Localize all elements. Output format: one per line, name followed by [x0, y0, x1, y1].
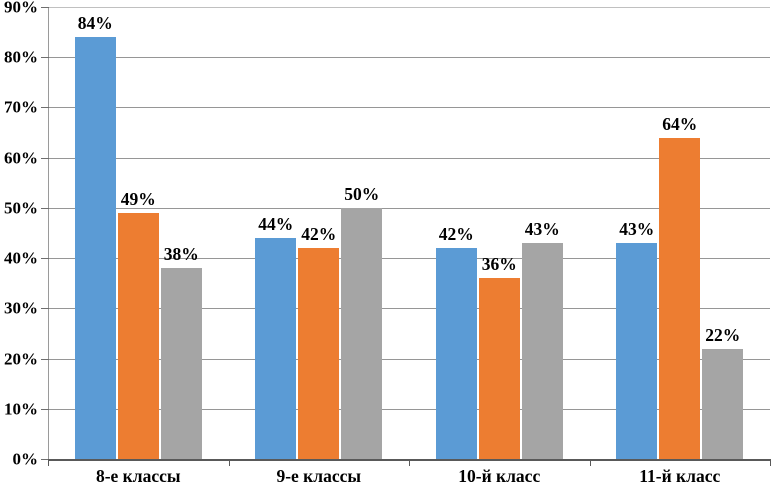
- x-axis-tick: [228, 459, 230, 466]
- category-label: 11-й класс: [639, 466, 721, 486]
- y-axis-line: [48, 7, 49, 459]
- y-tick-label: 70%: [4, 97, 38, 117]
- category-label: 8-е классы: [95, 466, 181, 486]
- bar-group: 42% 36% 43%: [409, 7, 590, 459]
- y-grid-line: [48, 308, 770, 310]
- bar: 42%: [435, 225, 477, 459]
- bar-value-label: 84%: [77, 13, 113, 34]
- bar: 42%: [298, 225, 340, 459]
- x-axis-tick: [409, 459, 410, 466]
- y-axis-tick: [41, 57, 49, 59]
- y-axis-tick: [41, 459, 49, 460]
- bar-value-label: 36%: [481, 254, 517, 275]
- bar: 64%: [659, 114, 701, 459]
- bar: 49%: [117, 189, 159, 459]
- y-axis-tick: [41, 107, 49, 109]
- y-grid-line: [48, 207, 770, 209]
- y-grid-line: [48, 358, 770, 360]
- bar-value-label: 44%: [258, 214, 294, 235]
- bar-value-label: 42%: [301, 224, 337, 245]
- bar-value-label: 43%: [524, 219, 560, 240]
- bar-value-label: 50%: [344, 183, 380, 204]
- y-axis-tick: [41, 308, 49, 310]
- y-grid-line: [48, 408, 770, 410]
- bar: 36%: [478, 255, 520, 459]
- y-grid-line: [48, 258, 770, 260]
- y-grid-line: [48, 57, 770, 59]
- bar-group: 84% 49% 38%: [48, 7, 229, 459]
- x-axis-tick: [48, 459, 49, 466]
- plot-area: [48, 7, 770, 459]
- bar-value-label: 64%: [662, 113, 698, 134]
- y-tick-label: 80%: [4, 47, 38, 67]
- y-axis-tick: [41, 207, 49, 209]
- category-label: 10-й класс: [458, 466, 541, 486]
- y-tick-label: 0%: [12, 449, 39, 469]
- category-label: 9-е классы: [276, 466, 362, 486]
- x-axis-tick: [589, 459, 591, 466]
- bar: 84%: [74, 14, 116, 459]
- bar: 38%: [160, 245, 202, 459]
- y-axis-tick: [41, 258, 49, 260]
- bar-value-label: 49%: [120, 188, 156, 209]
- bar: 43%: [521, 220, 563, 459]
- y-grid-line: [48, 7, 770, 8]
- y-tick-label: 40%: [4, 248, 38, 268]
- bar-value-label: 22%: [705, 324, 741, 345]
- y-tick-label: 10%: [4, 399, 38, 419]
- y-axis-tick: [41, 408, 49, 410]
- x-axis-tick: [770, 459, 771, 466]
- bar: 44%: [255, 215, 297, 459]
- bar-group: 44% 42% 50%: [229, 7, 410, 459]
- y-tick-label: 50%: [4, 198, 38, 218]
- y-tick-label: 60%: [4, 148, 38, 168]
- y-axis-tick: [41, 358, 49, 360]
- y-grid-line: [48, 107, 770, 109]
- bar-group: 43% 64% 22%: [590, 7, 771, 459]
- bar-value-label: 42%: [438, 224, 474, 245]
- y-tick-label: 90%: [4, 0, 38, 17]
- y-axis-tick: [41, 157, 49, 159]
- bar-value-label: 38%: [163, 244, 199, 265]
- bar: 50%: [341, 184, 383, 459]
- bar-value-label: 43%: [619, 219, 655, 240]
- y-grid-line: [48, 157, 770, 159]
- y-tick-label: 30%: [4, 298, 38, 318]
- bar: 22%: [702, 325, 744, 459]
- y-tick-label: 20%: [4, 349, 38, 369]
- bar: 43%: [616, 220, 658, 459]
- y-axis-tick: [41, 7, 49, 8]
